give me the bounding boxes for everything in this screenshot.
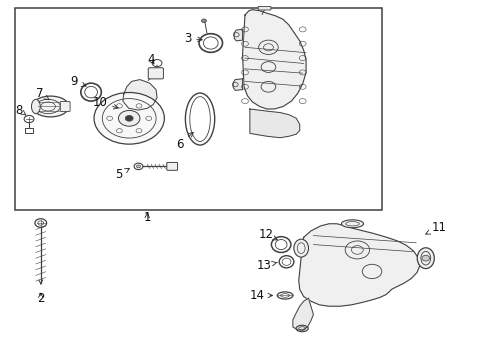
Ellipse shape <box>342 220 364 228</box>
Text: 14: 14 <box>249 289 272 302</box>
Circle shape <box>125 116 133 121</box>
FancyBboxPatch shape <box>167 162 177 170</box>
Text: 5: 5 <box>116 168 129 181</box>
FancyBboxPatch shape <box>148 68 163 79</box>
Ellipse shape <box>31 99 40 114</box>
FancyBboxPatch shape <box>258 6 271 10</box>
Circle shape <box>94 93 164 144</box>
Ellipse shape <box>32 96 69 117</box>
Ellipse shape <box>296 325 308 332</box>
Polygon shape <box>233 79 243 90</box>
Circle shape <box>119 111 140 126</box>
Text: 10: 10 <box>92 96 118 109</box>
Text: 3: 3 <box>184 32 202 45</box>
Text: 8: 8 <box>15 104 26 117</box>
FancyBboxPatch shape <box>25 128 33 133</box>
Text: 2: 2 <box>37 292 45 305</box>
Circle shape <box>137 165 141 168</box>
Circle shape <box>201 19 206 23</box>
Polygon shape <box>234 30 243 41</box>
Polygon shape <box>293 298 314 330</box>
Text: 1: 1 <box>144 211 151 224</box>
Text: 4: 4 <box>147 53 155 66</box>
Text: 6: 6 <box>176 132 194 150</box>
Polygon shape <box>123 80 157 110</box>
Text: 7: 7 <box>36 87 49 100</box>
Text: 9: 9 <box>71 75 86 88</box>
Circle shape <box>422 255 430 261</box>
Ellipse shape <box>294 239 309 257</box>
Polygon shape <box>250 109 300 138</box>
Ellipse shape <box>417 248 434 269</box>
Polygon shape <box>299 224 420 306</box>
FancyBboxPatch shape <box>15 8 382 211</box>
Text: 11: 11 <box>426 221 447 234</box>
Polygon shape <box>243 10 306 109</box>
Text: 12: 12 <box>258 228 277 241</box>
FancyBboxPatch shape <box>60 102 70 112</box>
Text: 13: 13 <box>257 259 277 272</box>
